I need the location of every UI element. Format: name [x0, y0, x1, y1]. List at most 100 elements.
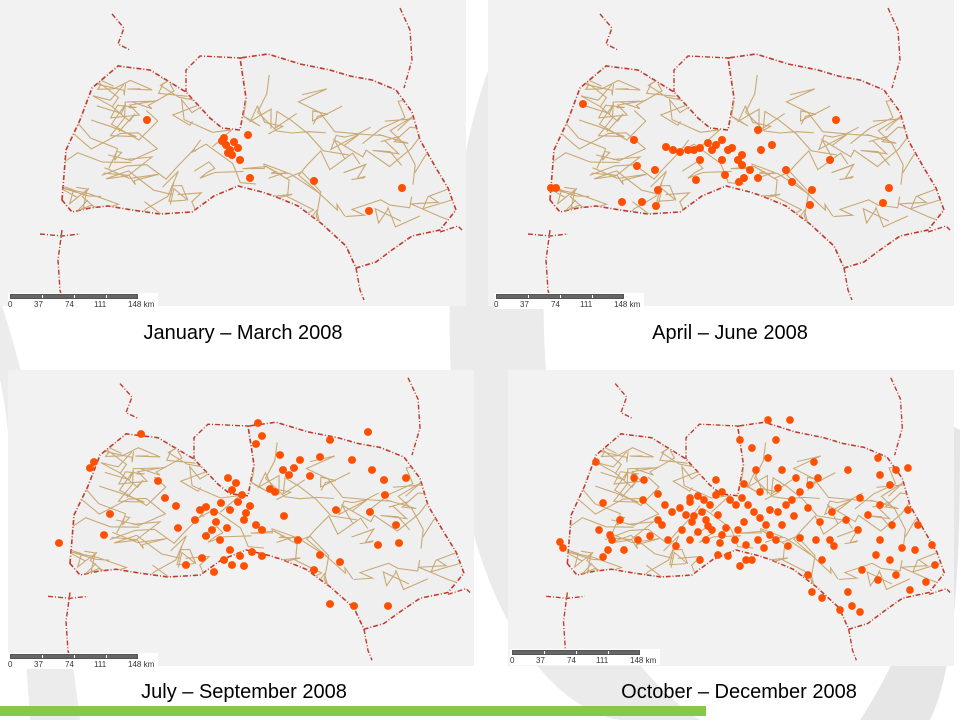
border-line	[599, 13, 619, 51]
incident-dot	[898, 544, 906, 552]
incident-dot	[232, 479, 240, 487]
incident-dot	[652, 202, 660, 210]
incident-dot	[686, 494, 694, 502]
incident-dot	[254, 419, 262, 427]
incident-dot	[90, 458, 98, 466]
incident-dot	[806, 201, 814, 209]
incident-dot	[599, 499, 607, 507]
scale-tick: 148 km	[630, 656, 657, 665]
scale-tick: 74	[65, 300, 74, 309]
incident-dot	[620, 546, 628, 554]
incident-dot	[888, 521, 896, 529]
incident-dot	[350, 602, 358, 610]
incident-dot	[218, 137, 226, 145]
incident-dot	[172, 502, 180, 510]
incident-dot	[285, 471, 293, 479]
incident-dot	[864, 511, 872, 519]
border-line	[928, 587, 951, 596]
incident-dot	[639, 496, 647, 504]
incident-dot	[316, 551, 324, 559]
incident-dot	[782, 501, 790, 509]
incident-dot	[904, 464, 912, 472]
incident-dot	[678, 526, 686, 534]
incident-dot	[748, 556, 756, 564]
incident-dot	[806, 481, 814, 489]
incident-dot	[700, 496, 708, 504]
incident-dot	[808, 588, 816, 596]
incident-dot	[210, 508, 218, 516]
incident-dot	[654, 490, 662, 498]
footer-accent-bar	[0, 706, 706, 716]
incident-dot	[842, 516, 850, 524]
incident-dot	[804, 571, 812, 579]
incident-dot	[664, 536, 672, 544]
incident-dot	[696, 156, 704, 164]
map-panel-q1	[0, 0, 466, 306]
scale-tick: 0	[8, 300, 13, 309]
incident-dot	[732, 501, 740, 509]
incident-dot	[684, 146, 692, 154]
incident-dot	[754, 126, 762, 134]
map-panel-q4	[508, 370, 954, 666]
incident-dot	[271, 488, 279, 496]
incident-dot	[384, 602, 392, 610]
border-line	[185, 55, 243, 92]
incident-dot	[210, 568, 218, 576]
border-line	[848, 629, 857, 661]
incident-dot	[633, 162, 641, 170]
incident-dot	[238, 491, 246, 499]
incident-dot	[786, 416, 794, 424]
incident-dot	[764, 416, 772, 424]
incident-dot	[856, 608, 864, 616]
border-line	[399, 7, 413, 89]
incident-dot	[234, 498, 242, 506]
incident-dot	[579, 100, 587, 108]
incident-dot	[676, 148, 684, 156]
incident-dot	[161, 494, 169, 502]
incident-dot	[885, 184, 893, 192]
incident-dot	[886, 481, 894, 489]
incident-dot	[676, 504, 684, 512]
incident-dot	[326, 436, 334, 444]
incident-dot	[735, 178, 743, 186]
incident-dot	[599, 553, 607, 561]
incident-dot	[240, 562, 248, 570]
scale-tick: 74	[65, 660, 74, 669]
scale-tick: 111	[596, 656, 609, 665]
incident-dot	[742, 541, 750, 549]
incident-dot	[844, 588, 852, 596]
incident-dot	[702, 536, 710, 544]
scale-tick: 148 km	[614, 300, 641, 309]
incident-dot	[296, 456, 304, 464]
incident-dot	[606, 531, 614, 539]
scale-tick: 37	[34, 660, 43, 669]
caption-q4: October – December 2008	[621, 681, 857, 703]
incident-dot	[752, 466, 760, 474]
incident-dot	[368, 466, 376, 474]
incident-dot	[646, 532, 654, 540]
incident-dot	[826, 156, 834, 164]
border-line	[614, 383, 633, 419]
scale-tick: 148 km	[128, 660, 155, 669]
incident-dot	[736, 436, 744, 444]
incident-dot	[762, 521, 770, 529]
incident-dot	[736, 562, 744, 570]
incident-dot	[592, 458, 600, 466]
scale-tick: 74	[567, 656, 576, 665]
incident-dot	[892, 466, 900, 474]
incident-dot	[788, 178, 796, 186]
incident-dot	[630, 136, 638, 144]
incident-dot	[202, 503, 210, 511]
incident-dot	[756, 488, 764, 496]
incident-dot	[814, 474, 822, 482]
scale-tick: 0	[510, 656, 515, 665]
border-line	[673, 55, 731, 92]
incident-dot	[364, 428, 372, 436]
incident-dot	[854, 526, 862, 534]
border-line	[685, 423, 740, 459]
incident-dot	[818, 556, 826, 564]
incident-dot	[252, 440, 260, 448]
latvia-map-q3	[47, 377, 471, 666]
incident-dot	[279, 466, 287, 474]
border-line	[119, 383, 139, 419]
